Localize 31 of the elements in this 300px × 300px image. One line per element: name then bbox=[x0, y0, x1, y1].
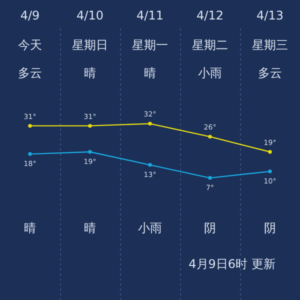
text: 星期日 bbox=[72, 38, 108, 52]
text: 今天 bbox=[18, 38, 42, 52]
x-tick-label: 4/13 bbox=[256, 8, 284, 22]
text: 多云 bbox=[258, 66, 282, 80]
point bbox=[148, 163, 152, 167]
point bbox=[88, 124, 92, 128]
text: 星期二 bbox=[192, 38, 228, 52]
x-tick-label: 4/9 bbox=[20, 8, 40, 22]
text: 阴 bbox=[264, 221, 276, 235]
text: 多云 bbox=[18, 66, 42, 80]
text: 星期三 bbox=[252, 38, 288, 52]
x-tick-label: 4/11 bbox=[136, 8, 164, 22]
text: 晴 bbox=[84, 66, 96, 80]
text: 晴 bbox=[84, 221, 96, 235]
point bbox=[148, 122, 152, 126]
text: 晴 bbox=[24, 221, 36, 235]
text: 4月9日6时 更新 bbox=[188, 257, 276, 271]
point bbox=[268, 170, 272, 174]
point bbox=[208, 176, 212, 180]
text: 星期一 bbox=[132, 38, 168, 52]
point bbox=[28, 124, 32, 128]
point bbox=[28, 152, 32, 156]
x-tick-label: 4/10 bbox=[76, 8, 104, 22]
point bbox=[88, 150, 92, 154]
text: 小雨 bbox=[198, 66, 222, 80]
x-tick-label: 4/12 bbox=[196, 8, 224, 22]
point bbox=[268, 150, 272, 154]
text: 阴 bbox=[204, 221, 216, 235]
text: 晴 bbox=[144, 66, 156, 80]
text: 小雨 bbox=[138, 221, 162, 235]
point bbox=[208, 134, 212, 139]
